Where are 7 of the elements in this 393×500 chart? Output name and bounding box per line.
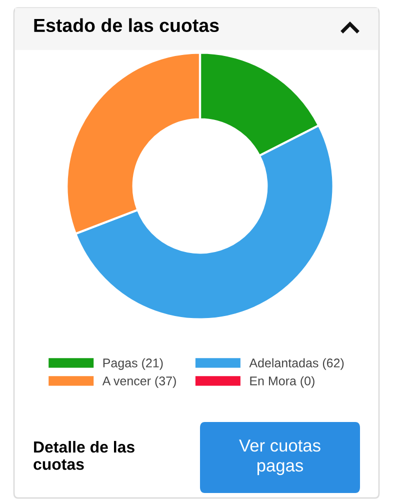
- text: Detalle de las cuotas: [34, 440, 134, 470]
- legend-label: Pagas (21): [103, 358, 163, 370]
- chart-title: Estado de las cuotas: [34, 18, 219, 32]
- legend-label: Adelantadas (62): [249, 358, 344, 370]
- legend-label: A vencer (37): [102, 376, 176, 388]
- text: Ver cuotas pagas: [239, 440, 320, 476]
- legend-label: En Mora (0): [250, 376, 314, 388]
